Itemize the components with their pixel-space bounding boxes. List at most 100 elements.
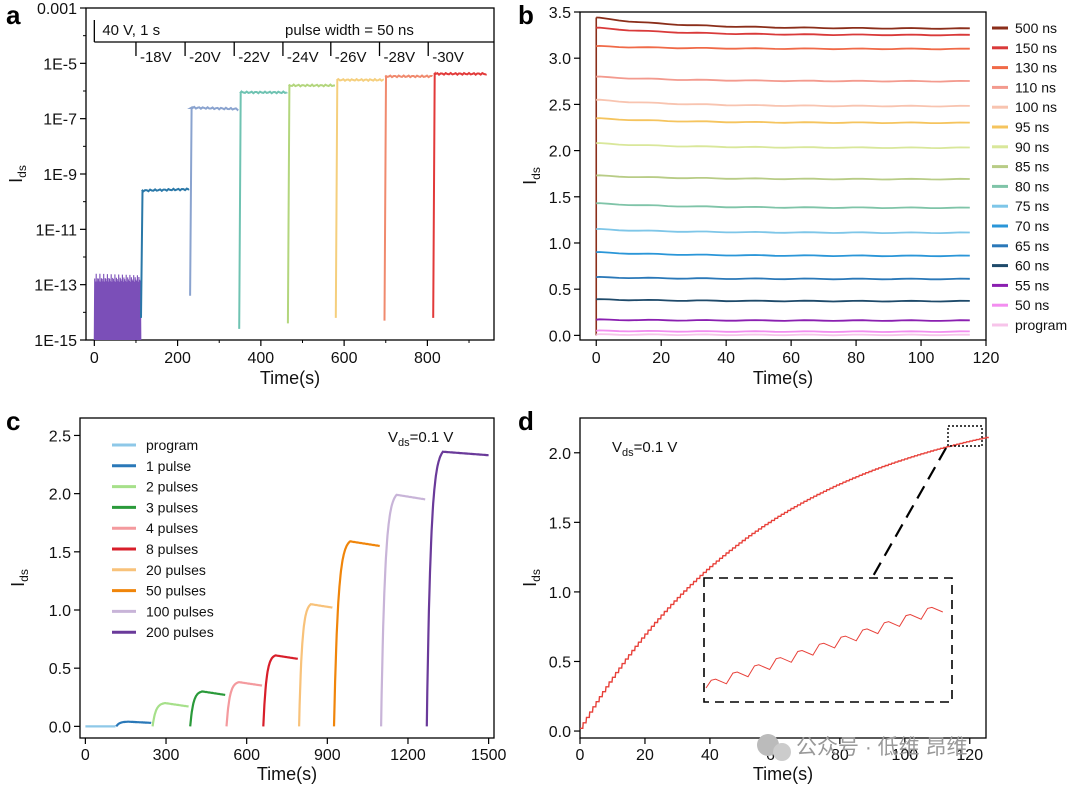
y-tick-label: 3.5 — [549, 5, 571, 22]
pulse-width-label: pulse width = 50 ns — [285, 22, 414, 39]
pulse-voltage-label: -22V — [238, 49, 270, 66]
series-line-12 — [596, 298, 970, 303]
x-tick-label: 200 — [164, 350, 191, 367]
y-tick-label: 1.5 — [549, 515, 571, 532]
pulse-voltage-label: -28V — [384, 49, 416, 66]
series-line-9 — [425, 450, 489, 727]
y-tick-label: 1.0 — [549, 585, 571, 602]
series-line-5 — [596, 117, 970, 125]
plot-frame — [579, 417, 987, 739]
panel-label-c: c — [6, 406, 20, 436]
x-tick-label: 20 — [652, 350, 670, 367]
y-tick-label: 2.0 — [549, 446, 571, 463]
legend-label-4: 4 pulses — [146, 520, 198, 536]
legend-label-9: 200 pulses — [146, 624, 214, 640]
vds-annotation: Vds=0.1 V — [388, 429, 453, 449]
series-line-6 — [596, 142, 970, 150]
x-tick-label: 600 — [233, 747, 260, 764]
(uA): Ids — [520, 167, 543, 185]
legend-label-6: 20 pulses — [146, 562, 206, 578]
panel-label-b: b — [518, 0, 534, 30]
legend-label-3: 3 pulses — [146, 499, 198, 515]
legend-label-2: 2 pulses — [146, 479, 198, 495]
watermark: 公众号 · 低维 昂维 — [757, 734, 968, 761]
step-trace-6 — [432, 71, 487, 318]
inset-box — [703, 577, 953, 703]
y-tick-label: 0.0 — [549, 328, 571, 345]
x-tick-label: 900 — [314, 747, 341, 764]
y-tick-label: 1.5 — [49, 545, 71, 562]
x-tick-label: 600 — [331, 350, 358, 367]
series-line-10 — [596, 251, 970, 258]
noise-trace — [93, 273, 142, 341]
y-tick-label: 0.001 — [37, 1, 77, 18]
x-tick-label: 100 — [908, 350, 935, 367]
y-tick-label: 1E-15 — [34, 333, 77, 350]
y-tick-label: 1.0 — [49, 603, 71, 620]
x-tick-label: 120 — [956, 747, 983, 764]
x-tick-label: 800 — [414, 350, 441, 367]
legend-label-4: 100 ns — [1015, 99, 1057, 115]
x-axis-label: Time(s) — [753, 368, 813, 388]
vds-annotation: Vds=0.1 V — [612, 439, 677, 459]
legend-label-15: program — [1015, 317, 1067, 333]
y-tick-label: 1E-11 — [35, 222, 77, 239]
series-line-0 — [596, 16, 970, 30]
series-line-7 — [596, 174, 970, 181]
series-line-6 — [298, 603, 333, 727]
step-trace-4 — [334, 77, 385, 318]
legend-label-2: 130 ns — [1015, 60, 1057, 76]
wechat-icon-2 — [773, 743, 791, 761]
series-line-13 — [596, 318, 970, 322]
x-tick-label: 0 — [90, 350, 99, 367]
x-axis-label: Time(s) — [753, 764, 813, 784]
legend-label-11: 65 ns — [1015, 238, 1049, 254]
series-line-5 — [262, 654, 298, 727]
y-tick-label: 1E-5 — [43, 56, 77, 73]
panel-d: 0204060801001200.00.51.01.52.0Time(s)Ids… — [520, 417, 989, 784]
initial-label: 40 V, 1 s — [102, 22, 160, 39]
watermark-text: 公众号 · 低维 昂维 — [796, 736, 968, 759]
series-line-4 — [596, 98, 970, 108]
step-trace-5 — [383, 74, 434, 321]
y-tick-label: 1E-9 — [43, 167, 77, 184]
x-tick-label: 120 — [973, 350, 1000, 367]
x-tick-label: 40 — [701, 747, 719, 764]
series-line-2 — [596, 44, 970, 51]
step-trace-2 — [238, 89, 288, 329]
step-trace-0 — [140, 187, 190, 318]
x-tick-label: 300 — [153, 747, 180, 764]
series-line-9 — [596, 227, 970, 235]
x-tick-label: 0 — [81, 747, 90, 764]
main-curve — [580, 436, 989, 729]
pulse-voltage-label: -20V — [189, 49, 221, 66]
(uA): Ids — [8, 569, 31, 587]
x-tick-label: 60 — [782, 350, 800, 367]
x-tick-label: 1500 — [471, 747, 507, 764]
plot-frame — [79, 417, 495, 739]
panel-c: 0 300 600 900 1200 1500 0.0 0.5 1.0 1.5 2.0 2.5 Time… — [8, 417, 507, 784]
y-tick-label: 0.5 — [549, 282, 571, 299]
y-tick-label: 2.0 — [49, 487, 71, 504]
y-tick-label: 1E-13 — [34, 278, 77, 295]
y-tick-label: 0.5 — [49, 661, 71, 678]
legend-label-9: 75 ns — [1015, 198, 1049, 214]
(A): Ids — [6, 165, 29, 183]
legend-label-7: 85 ns — [1015, 159, 1049, 175]
series-line-15 — [596, 333, 970, 337]
x-tick-label: 0 — [576, 747, 585, 764]
series-line-2 — [151, 701, 189, 727]
x-tick-label: 20 — [636, 747, 654, 764]
panel-label-d: d — [518, 406, 534, 436]
x-axis-label: Time(s) — [260, 368, 320, 388]
zoom-box — [947, 425, 983, 447]
y-tick-label: 2.5 — [549, 97, 571, 114]
legend-label-10: 70 ns — [1015, 218, 1049, 234]
legend-label-1: 150 ns — [1015, 40, 1057, 56]
legend-label-14: 50 ns — [1015, 297, 1049, 313]
x-tick-label: 80 — [847, 350, 865, 367]
series-line-11 — [596, 275, 970, 281]
legend-label-8: 80 ns — [1015, 178, 1049, 194]
inset-curve — [705, 606, 943, 689]
